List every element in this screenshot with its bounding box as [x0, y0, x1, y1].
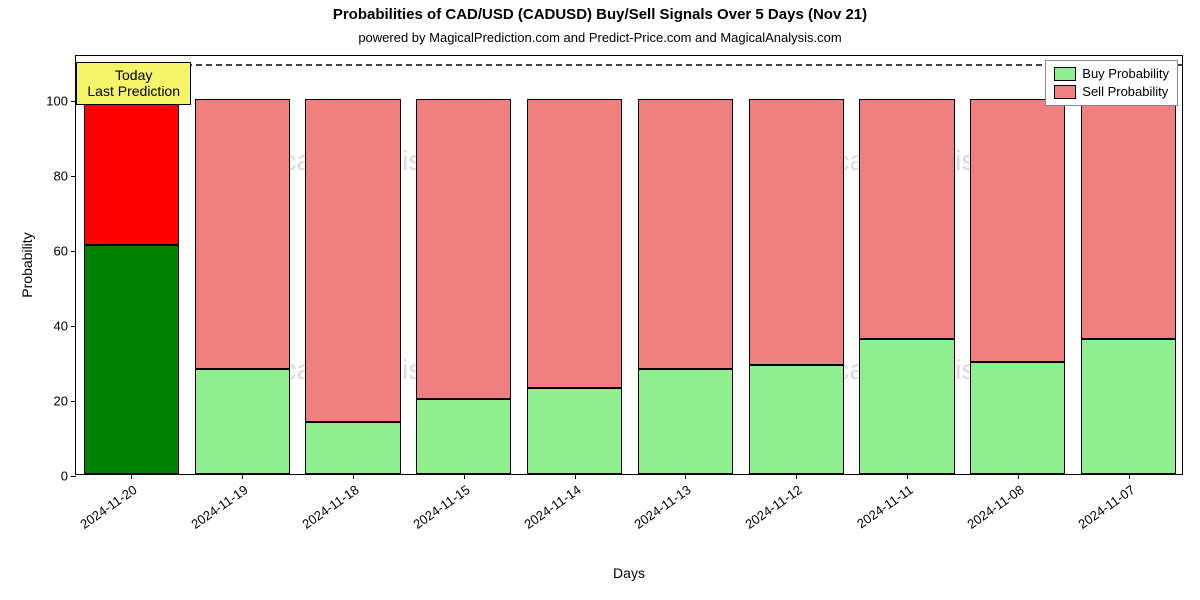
- y-tick-label: 20: [38, 394, 68, 409]
- x-tick-label: 2024-11-07: [1075, 482, 1137, 532]
- figure: Probabilities of CAD/USD (CADUSD) Buy/Se…: [0, 0, 1200, 600]
- x-axis-label: Days: [613, 565, 645, 581]
- x-tick-label: 2024-11-20: [78, 482, 140, 532]
- y-tick-mark: [71, 476, 76, 477]
- bar-group: [638, 56, 733, 474]
- legend-row-sell: Sell Probability: [1054, 83, 1169, 101]
- today-callout-line2: Last Prediction: [87, 83, 180, 100]
- x-tick-mark: [464, 474, 465, 479]
- bar-sell: [305, 99, 400, 422]
- legend-row-buy: Buy Probability: [1054, 65, 1169, 83]
- bar-group: [305, 56, 400, 474]
- bar-buy: [527, 388, 622, 474]
- bar-group: [527, 56, 622, 474]
- legend: Buy Probability Sell Probability: [1045, 60, 1178, 106]
- bar-group: [84, 56, 179, 474]
- legend-swatch-buy-icon: [1054, 67, 1076, 81]
- x-tick-label: 2024-11-12: [742, 482, 804, 532]
- legend-label-buy: Buy Probability: [1082, 65, 1169, 83]
- y-axis-label: Probability: [19, 232, 35, 297]
- bar-group: [749, 56, 844, 474]
- bar-buy: [84, 245, 179, 474]
- x-tick-label: 2024-11-19: [188, 482, 250, 532]
- bar-buy: [416, 399, 511, 474]
- x-tick-mark: [685, 474, 686, 479]
- x-tick-label: 2024-11-18: [299, 482, 361, 532]
- bar-buy: [305, 422, 400, 475]
- bar-group: [859, 56, 954, 474]
- bar-buy: [749, 365, 844, 474]
- today-callout: Today Last Prediction: [76, 62, 191, 106]
- bar-sell: [195, 99, 290, 369]
- x-tick-label: 2024-11-15: [410, 482, 472, 532]
- y-tick-label: 60: [38, 244, 68, 259]
- y-tick-label: 0: [38, 469, 68, 484]
- bar-sell: [749, 99, 844, 365]
- x-tick-mark: [575, 474, 576, 479]
- y-tick-label: 80: [38, 169, 68, 184]
- x-tick-mark: [1018, 474, 1019, 479]
- x-tick-label: 2024-11-11: [854, 482, 916, 531]
- bar-buy: [970, 362, 1065, 475]
- today-callout-line1: Today: [87, 67, 180, 84]
- bar-group: [970, 56, 1065, 474]
- x-tick-label: 2024-11-13: [632, 482, 694, 532]
- chart-title: Probabilities of CAD/USD (CADUSD) Buy/Se…: [0, 6, 1200, 23]
- bar-sell: [1081, 99, 1176, 339]
- bar-buy: [859, 339, 954, 474]
- y-tick-label: 100: [38, 94, 68, 109]
- x-tick-mark: [242, 474, 243, 479]
- x-tick-label: 2024-11-14: [521, 482, 583, 532]
- x-tick-mark: [1129, 474, 1130, 479]
- y-tick-label: 40: [38, 319, 68, 334]
- x-tick-mark: [131, 474, 132, 479]
- bar-sell: [970, 99, 1065, 362]
- legend-swatch-sell-icon: [1054, 85, 1076, 99]
- bars-container: [76, 56, 1182, 474]
- chart-subtitle: powered by MagicalPrediction.com and Pre…: [0, 30, 1200, 45]
- bar-sell: [84, 99, 179, 245]
- bar-buy: [1081, 339, 1176, 474]
- x-tick-label: 2024-11-08: [964, 482, 1026, 532]
- bar-sell: [527, 99, 622, 388]
- bar-buy: [638, 369, 733, 474]
- legend-label-sell: Sell Probability: [1082, 83, 1168, 101]
- bar-sell: [859, 99, 954, 339]
- bar-group: [416, 56, 511, 474]
- x-tick-mark: [907, 474, 908, 479]
- bar-group: [195, 56, 290, 474]
- plot-area: MagicalAnalysis.com MagicalAnalysis.com …: [75, 55, 1183, 475]
- bar-sell: [638, 99, 733, 369]
- bar-buy: [195, 369, 290, 474]
- bar-sell: [416, 99, 511, 399]
- bar-group: [1081, 56, 1176, 474]
- x-tick-mark: [796, 474, 797, 479]
- x-tick-mark: [353, 474, 354, 479]
